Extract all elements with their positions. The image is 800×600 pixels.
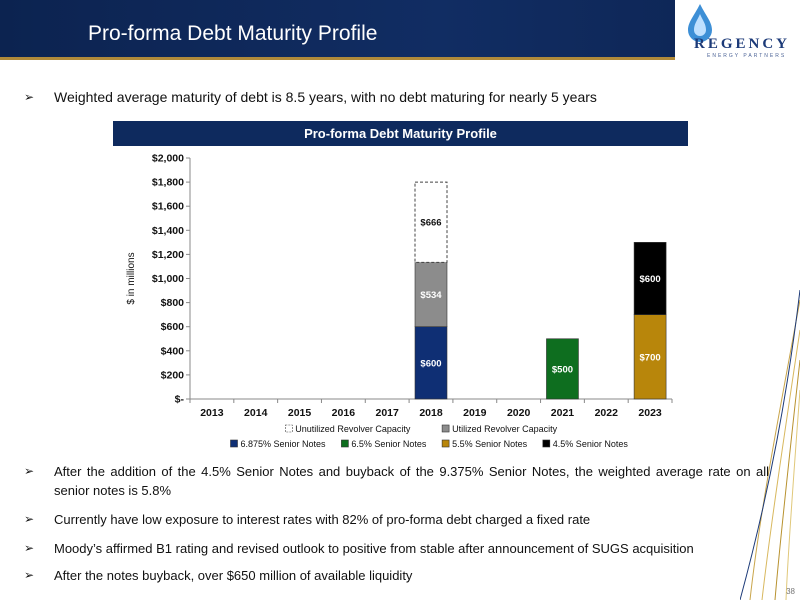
regency-logo: REGENCY ENERGY PARTNERS (675, 0, 800, 62)
legend-label: Unutilized Revolver Capacity (295, 424, 411, 434)
slide-title: Pro-forma Debt Maturity Profile (88, 22, 378, 45)
bar-data-label: $600 (420, 358, 441, 369)
legend-swatch (230, 439, 238, 448)
legend-label: Utilized Revolver Capacity (452, 424, 558, 434)
bar-segment (633, 314, 667, 400)
bullet-text: After the addition of the 4.5% Senior No… (54, 464, 769, 498)
y-tick-label: $400 (161, 345, 185, 357)
x-tick-label: 2015 (288, 407, 312, 419)
bar-data-label: $600 (640, 274, 661, 285)
legend-swatch (441, 439, 450, 448)
legend-swatch (441, 424, 450, 433)
legend-swatch (542, 439, 551, 448)
y-tick-label: $1,200 (152, 249, 184, 261)
y-tick-label: $1,600 (152, 201, 184, 213)
y-tick-label: $200 (161, 369, 185, 381)
bar-segment (546, 338, 579, 400)
y-tick-label: $1,400 (152, 225, 184, 237)
x-tick-label: 2017 (376, 407, 400, 419)
bar-data-label: $500 (552, 364, 573, 375)
x-tick-label: 2021 (551, 407, 575, 419)
decorative-gold-lines (740, 290, 800, 600)
y-tick-label: $2,000 (152, 153, 184, 165)
x-tick-label: 2018 (419, 407, 443, 419)
x-tick-label: 2016 (332, 407, 356, 419)
x-tick-label: 2022 (595, 407, 619, 419)
arrow-bullet-icon: ➢ (24, 568, 35, 582)
bar-data-label: $700 (640, 352, 661, 363)
slide-header: Pro-forma Debt Maturity Profile (0, 0, 800, 60)
x-tick-label: 2013 (200, 407, 224, 419)
bar-segment (414, 262, 448, 327)
flame-drop-icon (688, 4, 712, 42)
arrow-bullet-icon: ➢ (24, 541, 35, 555)
legend-label: 4.5% Senior Notes (553, 439, 629, 449)
bullet-text: Currently have low exposure to interest … (54, 512, 591, 527)
y-axis-label: $ in millions (126, 252, 137, 304)
legend-label: 6.5% Senior Notes (351, 439, 427, 449)
logo-subtext: ENERGY PARTNERS (707, 53, 787, 59)
page-number: 38 (786, 587, 795, 596)
legend-swatch (341, 439, 349, 448)
x-tick-label: 2019 (463, 407, 487, 419)
bullet-text: Weighted average maturity of debt is 8.5… (54, 89, 597, 105)
header-accent-stripe (0, 57, 800, 60)
bar-segment (414, 181, 448, 263)
y-tick-label: $- (175, 394, 185, 406)
legend-label: 5.5% Senior Notes (452, 439, 528, 449)
x-tick-label: 2023 (638, 407, 662, 419)
legend-label: 6.875% Senior Notes (241, 439, 327, 449)
x-tick-label: 2020 (507, 407, 531, 419)
x-tick-label: 2014 (244, 407, 268, 419)
y-tick-label: $1,000 (152, 273, 184, 285)
chart-title: Pro-forma Debt Maturity Profile (113, 121, 688, 146)
bar-segment (414, 326, 448, 400)
arrow-bullet-icon: ➢ (24, 512, 35, 526)
bar-segment (633, 242, 667, 315)
y-tick-label: $600 (161, 321, 185, 333)
bullet-text: After the notes buyback, over $650 milli… (54, 568, 413, 583)
arrow-bullet-icon: ➢ (24, 464, 35, 478)
logo-wordmark: REGENCY (694, 36, 791, 52)
y-tick-label: $800 (161, 297, 185, 309)
arrow-bullet-icon: ➢ (24, 90, 35, 104)
bar-data-label: $534 (420, 290, 442, 301)
bullet-text: Moody’s affirmed B1 rating and revised o… (54, 541, 694, 556)
legend-swatch (284, 424, 293, 433)
bar-data-label: $666 (420, 218, 441, 229)
y-tick-label: $1,800 (152, 177, 184, 189)
